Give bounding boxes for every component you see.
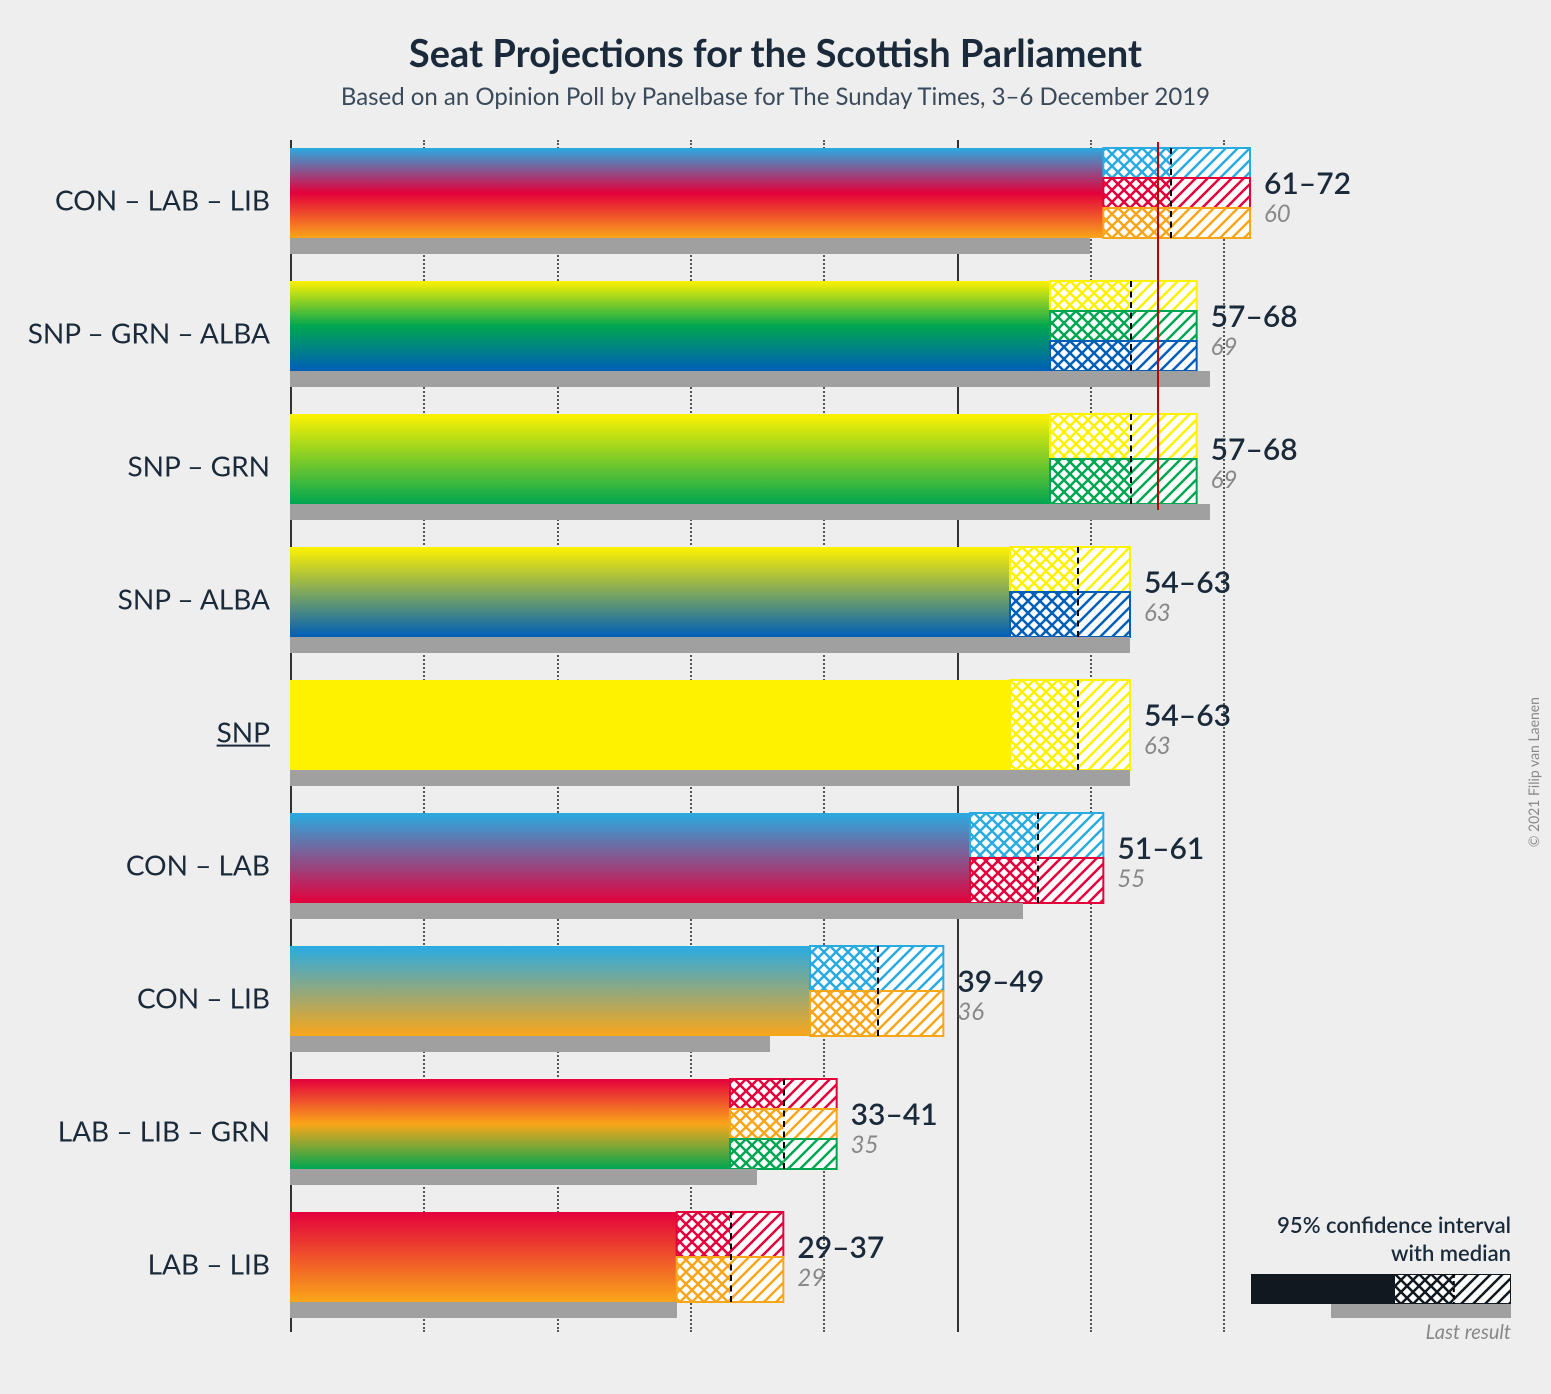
median-tick — [877, 946, 879, 1036]
last-result-label: 69 — [1211, 332, 1238, 361]
majority-line — [1157, 142, 1159, 510]
median-tick — [783, 1079, 785, 1169]
coalition-label: CON – LAB — [126, 848, 270, 882]
last-result-label: 29 — [797, 1263, 825, 1292]
legend: 95% confidence interval with median Last… — [1251, 1211, 1511, 1344]
coalition-row: CON – LAB 51–6155 — [290, 813, 1290, 923]
projection-bar — [290, 414, 1197, 504]
projection-bar — [290, 946, 943, 1036]
legend-title: 95% confidence interval with median — [1251, 1211, 1511, 1266]
last-result-bar — [290, 637, 1130, 653]
last-result-bar — [290, 238, 1090, 254]
coalition-label: SNP – GRN – ALBA — [28, 316, 270, 350]
last-result-label: 36 — [957, 997, 984, 1026]
coalition-label: CON – LAB – LIB — [55, 183, 270, 217]
range-label: 54–63 — [1144, 564, 1231, 600]
last-result-bar — [290, 1302, 677, 1318]
last-result-label: 35 — [851, 1130, 879, 1159]
last-result-bar — [290, 504, 1210, 520]
range-label: 33–41 — [851, 1096, 938, 1132]
projection-bar — [290, 813, 1103, 903]
projection-bar — [290, 1079, 837, 1169]
range-label: 29–37 — [797, 1229, 884, 1265]
coalition-label: SNP – GRN — [127, 449, 270, 483]
copyright-text: © 2021 Filip van Laenen — [1525, 697, 1542, 847]
median-tick — [1170, 148, 1172, 238]
last-result-label: 69 — [1211, 465, 1238, 494]
last-result-bar — [290, 770, 1130, 786]
last-result-bar — [290, 371, 1210, 387]
last-result-bar — [290, 903, 1023, 919]
coalition-label: LAB – LIB – GRN — [58, 1114, 270, 1148]
range-label: 54–63 — [1144, 697, 1231, 733]
chart-title: Seat Projections for the Scottish Parlia… — [0, 0, 1551, 76]
range-label: 39–49 — [957, 963, 1044, 999]
legend-last-result-label: Last result — [1251, 1320, 1511, 1344]
coalition-row: SNP 54–6363 — [290, 680, 1290, 790]
coalition-label: LAB – LIB — [148, 1247, 270, 1281]
chart-plot-area: CON – LAB – LIB 61–7260SNP – GRN – ALBA — [290, 140, 1290, 1350]
range-label: 57–68 — [1211, 298, 1298, 334]
median-tick — [1130, 281, 1132, 371]
legend-last-result-bar — [1331, 1304, 1511, 1318]
coalition-row: SNP – ALBA 54–6363 — [290, 547, 1290, 657]
range-label: 57–68 — [1211, 431, 1298, 467]
coalition-row: SNP – GRN – ALBA 57–6869 — [290, 281, 1290, 391]
coalition-label: CON – LIB — [137, 981, 270, 1015]
coalition-label: SNP — [217, 715, 270, 749]
last-result-label: 63 — [1144, 731, 1171, 760]
coalition-row: LAB – LIB – GRN 33–4135 — [290, 1079, 1290, 1189]
last-result-label: 55 — [1117, 864, 1145, 893]
coalition-row: LAB – LIB 29–3729 — [290, 1212, 1290, 1322]
median-tick — [1077, 680, 1079, 770]
chart-subtitle: Based on an Opinion Poll by Panelbase fo… — [0, 76, 1551, 111]
coalition-label: SNP – ALBA — [118, 582, 270, 616]
coalition-row: CON – LAB – LIB 61–7260 — [290, 148, 1290, 258]
last-result-label: 60 — [1264, 199, 1291, 228]
median-tick — [1077, 547, 1079, 637]
range-label: 61–72 — [1264, 165, 1351, 201]
coalition-row: CON – LIB 39–4936 — [290, 946, 1290, 1056]
projection-bar — [290, 1212, 783, 1302]
projection-bar — [290, 148, 1250, 238]
last-result-bar — [290, 1169, 757, 1185]
legend-bar-sample — [1251, 1274, 1511, 1304]
range-label: 51–61 — [1117, 830, 1204, 866]
projection-bar — [290, 281, 1197, 371]
coalition-row: SNP – GRN 57–6869 — [290, 414, 1290, 524]
last-result-bar — [290, 1036, 770, 1052]
median-tick — [1037, 813, 1039, 903]
projection-bar — [290, 547, 1130, 637]
last-result-label: 63 — [1144, 598, 1171, 627]
median-tick — [1130, 414, 1132, 504]
median-tick — [730, 1212, 732, 1302]
projection-bar — [290, 680, 1130, 770]
